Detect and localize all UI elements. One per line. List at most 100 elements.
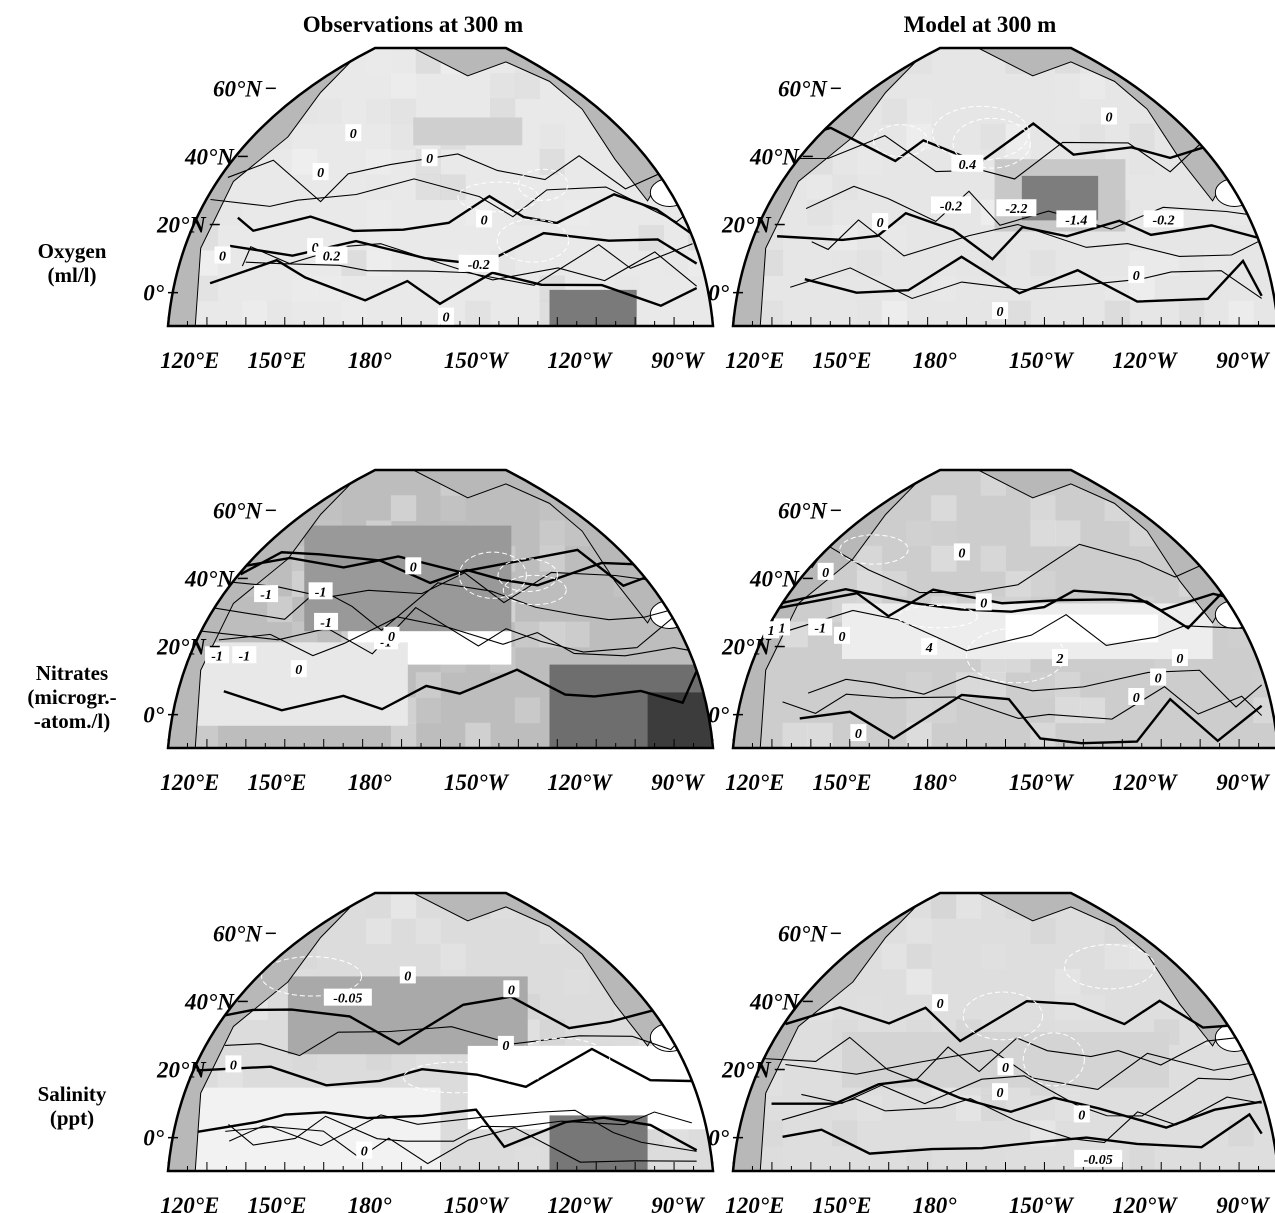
longitude-label: 120°E xyxy=(160,770,219,795)
latitude-label: 20°N xyxy=(156,1058,207,1083)
longitude-label: 150°E xyxy=(247,348,306,373)
longitude-label: 150°W xyxy=(1009,1193,1075,1213)
map-panel-r1-c2: 0 0 0 0 0.4 -0.2 -2.2 -1.4 -0.2 60°N 40°N 20°N 0° 120… xyxy=(708,46,1275,373)
contour-line xyxy=(224,1022,698,1057)
latitude-label: 60°N xyxy=(778,921,828,946)
longitude-label: 120°W xyxy=(1112,348,1178,373)
longitude-label: 120°E xyxy=(160,1193,219,1213)
contour-label-box xyxy=(205,646,230,664)
contour-line xyxy=(228,1125,697,1165)
latitude-label: 40°N xyxy=(749,566,800,591)
longitude-label: 120°W xyxy=(547,348,613,373)
contour-label-box xyxy=(437,307,454,325)
longitude-label: 150°W xyxy=(1009,348,1075,373)
contour-label-box xyxy=(850,724,867,742)
contour-line xyxy=(804,255,1263,303)
longitude-label: 180° xyxy=(348,348,393,373)
longitude-label: 90°W xyxy=(1216,1193,1270,1213)
contour-line xyxy=(777,211,1258,261)
contour-label: 0.2 xyxy=(323,250,341,265)
contour-line xyxy=(218,616,697,657)
contour-label-box xyxy=(290,660,307,678)
longitude-label: 150°E xyxy=(247,1193,306,1213)
contour-label: 0 xyxy=(410,560,417,575)
contour-label: 0 xyxy=(997,305,1004,320)
longitude-label: 180° xyxy=(913,1193,958,1213)
contour-line xyxy=(195,995,698,1046)
contour-label-box xyxy=(921,637,938,655)
latitude-label: 0° xyxy=(143,281,165,306)
negative-contour xyxy=(497,558,559,593)
contour-label-box xyxy=(232,646,257,664)
contour-line xyxy=(801,1071,1262,1117)
contour-label: -1 xyxy=(315,585,327,600)
longitude-label: 90°W xyxy=(651,770,705,795)
negative-contour xyxy=(962,991,1044,1041)
latitude-label: 0° xyxy=(708,703,730,728)
contour-label-box xyxy=(872,213,889,231)
latitude-label: 20°N xyxy=(156,213,207,238)
contour-label: 0.4 xyxy=(959,158,977,173)
longitude-label: 150°E xyxy=(812,1193,871,1213)
latitude-label: 40°N xyxy=(749,989,800,1014)
longitude-label: 90°W xyxy=(651,1193,705,1213)
longitude-label: 180° xyxy=(913,348,958,373)
contour-label: 0 xyxy=(1078,1108,1085,1123)
negative-contour xyxy=(261,956,363,997)
contour-label: 0 xyxy=(312,241,319,256)
longitude-label: 180° xyxy=(348,1193,393,1213)
latitude-label: 60°N xyxy=(778,498,828,523)
contour-line xyxy=(805,185,1262,230)
contour-label: 0 xyxy=(426,152,433,167)
latitude-label: 60°N xyxy=(213,76,263,101)
contour-label: 0 xyxy=(404,969,411,984)
contour-label-box xyxy=(315,246,348,264)
contour-label-box xyxy=(314,612,339,630)
contour-label: 0 xyxy=(980,596,987,611)
negative-contour xyxy=(402,1061,512,1094)
contour-line xyxy=(773,588,1263,630)
contour-label-box xyxy=(405,557,422,575)
negative-contour xyxy=(517,168,569,201)
longitude-label: 120°W xyxy=(1112,1193,1178,1213)
contour-label: 0 xyxy=(388,630,395,645)
contour-label-box xyxy=(774,618,791,636)
contour-label-box xyxy=(383,626,400,644)
contour-label: 0 xyxy=(361,1145,368,1160)
contour-line xyxy=(227,153,697,203)
contour-label: -1 xyxy=(211,649,223,664)
latitude-label: 0° xyxy=(708,1126,730,1151)
shaded-region xyxy=(413,117,523,146)
contour-line xyxy=(223,668,698,712)
longitude-label: 180° xyxy=(913,770,958,795)
negative-contour xyxy=(457,181,540,213)
longitude-label: 120°W xyxy=(547,1193,613,1213)
contour-label-box xyxy=(323,988,372,1006)
longitude-label: 150°W xyxy=(444,770,510,795)
latitude-label: 0° xyxy=(708,281,730,306)
column-title-2: Model at 300 m xyxy=(904,12,1057,37)
longitude-label: 120°W xyxy=(1112,770,1178,795)
contour-line xyxy=(780,122,1262,165)
contour-label-box xyxy=(1101,107,1118,125)
contour-label-box xyxy=(932,994,949,1012)
shaded-region xyxy=(549,289,637,326)
contour-label-box xyxy=(254,585,279,603)
map-frame xyxy=(166,46,715,328)
contour-label: 4 xyxy=(925,641,933,656)
map-panel-r2-c1: 0-1-1-1-1-100-160°N40°N20°N0°120°E150°E1… xyxy=(143,468,715,795)
contour-label: -0.2 xyxy=(468,258,490,273)
map-panel-r3-c1: 0 -0.05 0 0 0 0 60°N 40°N 20°N 0° 120°E 150°E 180° 15… xyxy=(143,891,715,1213)
latitude-label: 60°N xyxy=(778,76,828,101)
contour-label: -1 xyxy=(814,621,826,636)
map-frame xyxy=(166,891,715,1173)
latitude-label: 40°N xyxy=(749,144,800,169)
contour-label-box xyxy=(503,980,520,998)
contour-label: 0 xyxy=(1106,111,1113,126)
contour-line xyxy=(784,134,1262,180)
contour-label: -1 xyxy=(260,588,272,603)
contour-line xyxy=(760,1034,1262,1082)
contour-label: 0 xyxy=(1002,1061,1009,1076)
contour-label-box xyxy=(214,246,231,264)
